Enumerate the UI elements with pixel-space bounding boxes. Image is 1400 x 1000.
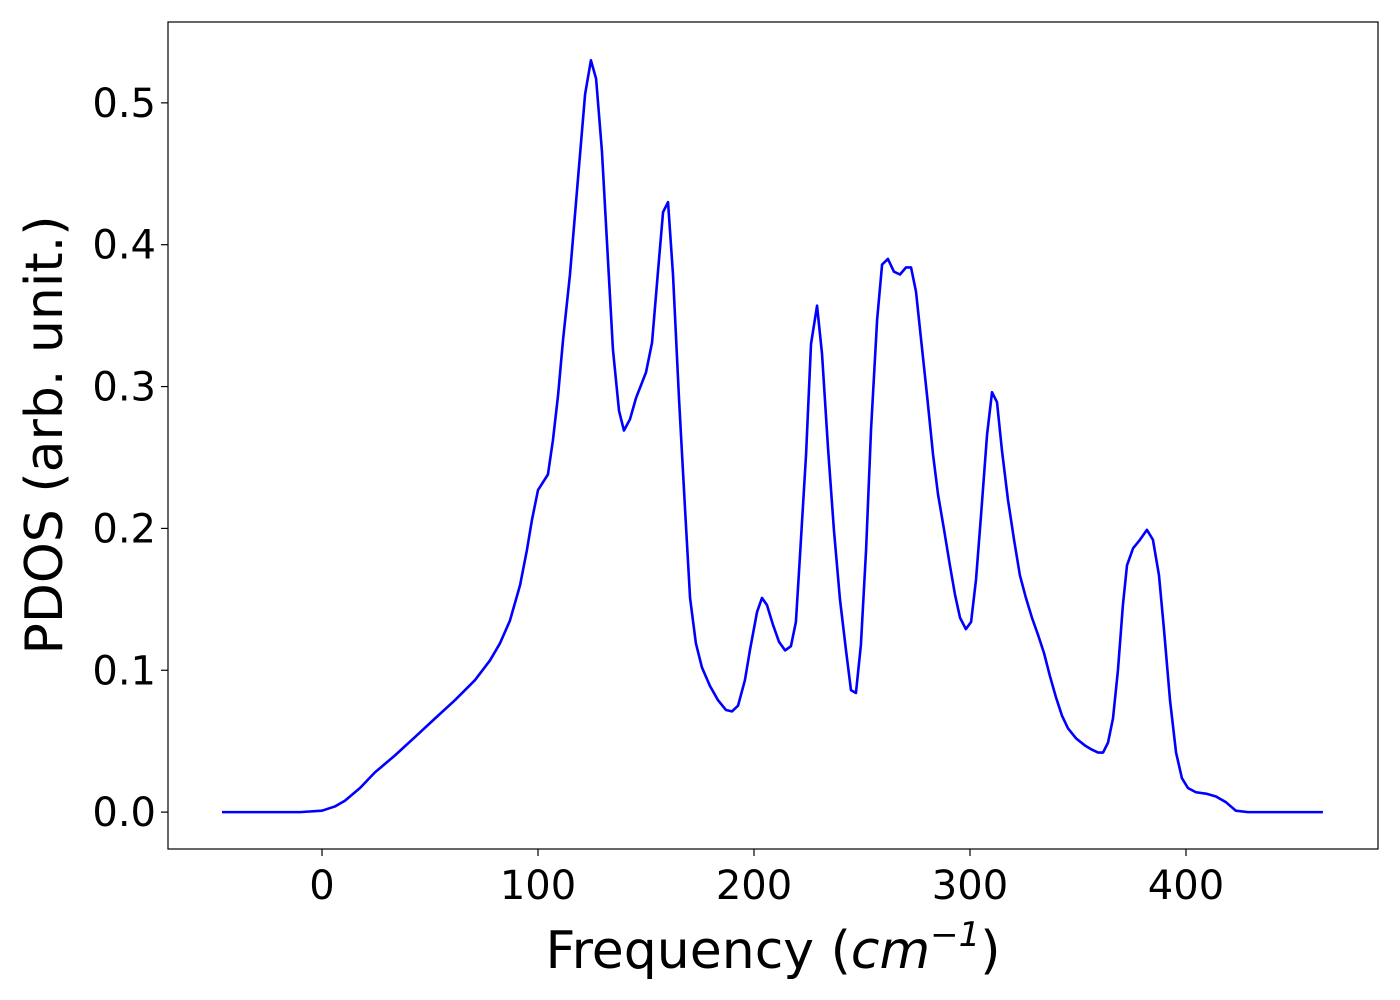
- x-tick-label: 400: [1148, 863, 1224, 909]
- x-label-text: Frequency (: [545, 921, 850, 981]
- pdos-line: [222, 59, 1323, 814]
- y-tick-label: 0.0: [92, 790, 156, 836]
- y-tick-label: 0.3: [92, 365, 156, 411]
- plot-frame: [167, 21, 1379, 850]
- x-tick-label: 200: [716, 863, 792, 909]
- y-tick-label: 0.2: [92, 506, 156, 552]
- y-tick-label: 0.4: [92, 223, 156, 269]
- x-label-close: ): [980, 921, 1000, 981]
- x-tick-label: 0: [309, 863, 334, 909]
- x-axis-label: Frequency (cm−1): [545, 915, 1000, 981]
- x-tick-label: 100: [500, 863, 576, 909]
- y-tick-label: 0.5: [92, 81, 156, 127]
- y-tick-label: 0.1: [92, 648, 156, 694]
- x-label-math: cm: [851, 921, 930, 981]
- y-axis-label: PDOS (arb. unit.): [15, 215, 75, 654]
- x-tick-label: 300: [932, 863, 1008, 909]
- x-label-sup: −1: [930, 915, 980, 955]
